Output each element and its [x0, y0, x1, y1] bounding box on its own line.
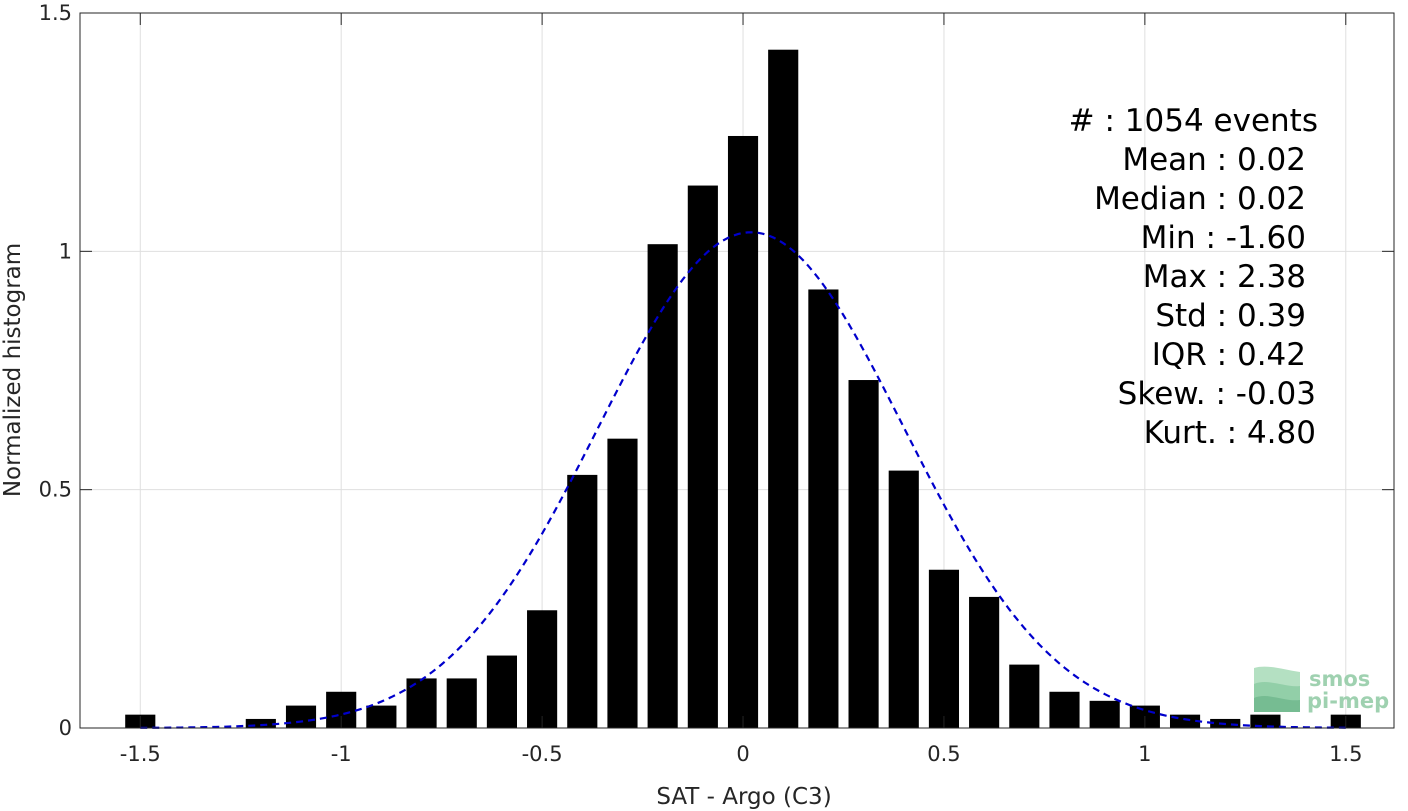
y-tick-label: 0 [59, 716, 72, 740]
histogram-bar [607, 438, 638, 728]
histogram-bar [928, 569, 960, 728]
y-tick-label: 1.5 [39, 1, 72, 25]
logo-text-pi-mep: pi-mep [1307, 689, 1389, 713]
x-tick-label: -0.5 [522, 742, 563, 766]
x-axis-title: SAT - Argo (C3) [656, 784, 831, 810]
histogram-bar [285, 705, 317, 728]
histogram-bar [1250, 714, 1281, 728]
histogram-bar [768, 49, 799, 729]
histogram-bar [1049, 691, 1080, 728]
y-tick-label: 0.5 [39, 478, 72, 502]
stat-kurt: Kurt. : 4.80 [1144, 415, 1316, 451]
stat-min: Min : -1.60 [1141, 220, 1306, 256]
stat-max: Max : 2.38 [1143, 259, 1306, 295]
histogram-bar [567, 474, 598, 728]
stat-median: Median : 0.02 [1094, 181, 1306, 217]
y-tick-label: 1 [59, 239, 72, 263]
histogram-bar [808, 289, 839, 728]
histogram-bar [1089, 700, 1120, 728]
histogram-bar [888, 470, 919, 728]
tick-labels: -1.5 -1 -0.5 0 0.5 1 1.5 0 0.5 1 1.5 [39, 1, 1363, 766]
histogram-bar [486, 655, 517, 728]
stat-iqr: IQR : 0.42 [1152, 337, 1306, 373]
histogram-bar [245, 718, 276, 728]
histogram-bar [969, 596, 1000, 728]
x-tick-label: -1 [331, 742, 352, 766]
stat-std: Std : 0.39 [1155, 298, 1306, 334]
y-axis-title: Normalized histogram [0, 243, 26, 497]
x-tick-label: 0 [736, 742, 749, 766]
x-tick-label: 1.5 [1329, 742, 1362, 766]
histogram-bar [446, 678, 477, 728]
axes-box [79, 12, 1395, 729]
stats-box: # : 1054 events Mean : 0.02 Median : 0.0… [1069, 103, 1318, 451]
stat-skew: Skew. : -0.03 [1118, 376, 1316, 412]
histogram-bar [727, 135, 759, 729]
smos-pi-mep-logo: smos pi-mep [1254, 666, 1389, 713]
histogram-bars [125, 49, 1361, 729]
stat-mean: Mean : 0.02 [1122, 142, 1306, 178]
histogram-bar [687, 185, 718, 728]
histogram-bar [527, 610, 558, 728]
x-tick-label: -1.5 [120, 742, 161, 766]
histogram-bar [848, 380, 879, 728]
x-tick-label: 1 [1138, 742, 1151, 766]
histogram-bar [1009, 664, 1040, 728]
stat-events: # : 1054 events [1069, 103, 1318, 139]
histogram-bar [647, 244, 678, 728]
histogram-bar [366, 705, 397, 728]
axis-ticks [80, 12, 1394, 729]
x-tick-label: 0.5 [927, 742, 960, 766]
logo-text-smos: smos [1309, 667, 1370, 691]
